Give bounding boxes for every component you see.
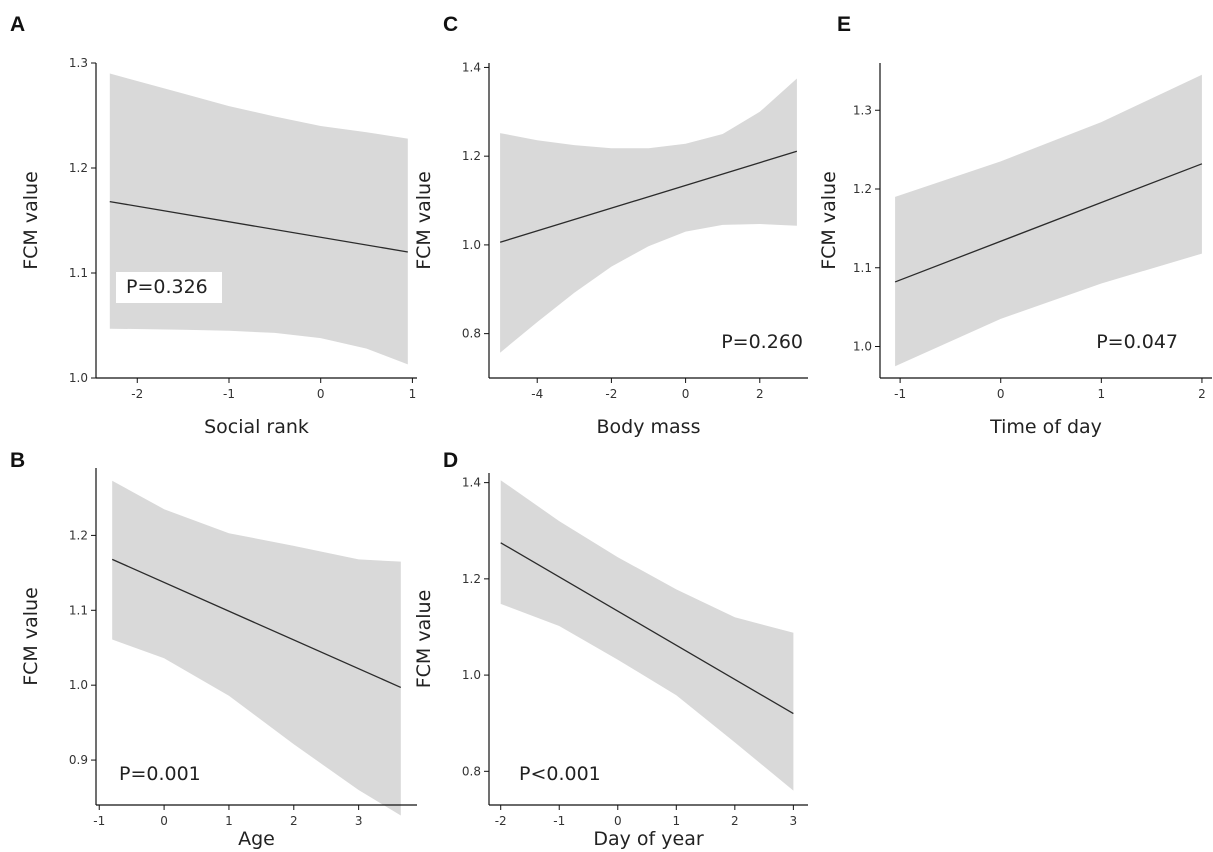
p-value-label: P<0.001	[519, 763, 601, 785]
y-tick-label: 1.0	[462, 238, 481, 252]
x-tick-label: 3	[790, 814, 798, 828]
y-axis-title: FCM value	[413, 171, 435, 270]
y-axis-title: FCM value	[413, 590, 435, 689]
x-axis-title: Time of day	[989, 416, 1102, 438]
y-tick-label: 1.1	[853, 261, 872, 275]
fit-line	[500, 542, 794, 715]
y-tick-label: 1.1	[69, 266, 88, 280]
x-tick-label: 1	[1098, 387, 1106, 401]
p-value-label: P=0.260	[721, 331, 803, 353]
y-tick-label: 0.8	[462, 764, 481, 778]
y-axis-title: FCM value	[818, 171, 840, 270]
x-axis-title: Age	[238, 828, 275, 850]
y-tick-label: 1.2	[853, 182, 872, 196]
y-axis-title: FCM value	[20, 171, 42, 270]
p-value-label: P=0.326	[126, 276, 208, 298]
fit-line	[499, 150, 798, 243]
y-tick-label: 1.2	[462, 149, 481, 163]
x-axis-title: Body mass	[597, 416, 701, 438]
p-value-box	[116, 272, 222, 303]
x-tick-label: -2	[131, 387, 143, 401]
panel-d: -2 -1 0 1 2 3 0.8 1.0 1.2 1.4 Day of year FCM value…	[413, 449, 808, 850]
y-tick-label: 1.0	[69, 371, 88, 385]
y-tick-label: 1.0	[69, 678, 88, 692]
y-tick-label: 1.4	[462, 476, 481, 490]
p-value-label: P=0.001	[119, 763, 201, 785]
x-tick-label: 2	[731, 814, 739, 828]
y-tick-label: 1.3	[69, 56, 88, 70]
x-tick-label: -1	[93, 814, 105, 828]
x-tick-label: 0	[614, 814, 622, 828]
y-tick-label: 1.0	[853, 340, 872, 354]
p-value-label: P=0.047	[1096, 331, 1178, 353]
y-tick-label: 1.0	[462, 668, 481, 682]
confidence-band	[500, 78, 797, 353]
confidence-band	[112, 480, 401, 816]
y-tick-label: 1.2	[69, 528, 88, 542]
x-tick-label: 2	[290, 814, 298, 828]
y-tick-label: 0.9	[69, 753, 88, 767]
x-tick-label: 1	[672, 814, 680, 828]
x-tick-label: -2	[605, 387, 617, 401]
panel-letter: D	[443, 449, 458, 472]
y-tick-label: 1.3	[853, 103, 872, 117]
confidence-band	[500, 480, 794, 791]
panel-b: -1 0 1 2 3 0.9 1.0 1.1 1.2 Age FCM value B P=0.001	[10, 449, 417, 850]
x-tick-label: 0	[317, 387, 325, 401]
panel-a: -2 -1 0 1 1.0 1.1 1.2 1.3 Social rank FCM value A P…	[10, 13, 417, 438]
x-tick-label: 0	[682, 387, 690, 401]
x-tick-label: 0	[997, 387, 1005, 401]
fit-line	[111, 558, 402, 689]
x-tick-label: 2	[1198, 387, 1206, 401]
panel-letter: C	[443, 13, 458, 36]
x-tick-label: -1	[223, 387, 235, 401]
x-tick-label: 1	[225, 814, 233, 828]
fit-line	[109, 200, 408, 253]
panel-letter: A	[10, 13, 25, 36]
panel-e: -1 0 1 2 1.0 1.1 1.2 1.3 Time of day FCM value E P=…	[818, 13, 1212, 438]
y-axis-title: FCM value	[20, 587, 42, 686]
x-tick-label: 1	[409, 387, 417, 401]
x-tick-label: -2	[495, 814, 507, 828]
confidence-band	[109, 73, 408, 365]
fit-line	[894, 163, 1203, 283]
panel-letter: E	[837, 13, 851, 36]
x-tick-label: 3	[355, 814, 363, 828]
x-axis-title: Social rank	[204, 416, 309, 438]
y-tick-label: 0.8	[462, 327, 481, 341]
x-tick-label: 2	[756, 387, 764, 401]
x-tick-label: -4	[531, 387, 543, 401]
y-tick-label: 1.4	[462, 60, 481, 74]
panel-c: -4 -2 0 2 0.8 1.0 1.2 1.4 Body mass FCM value C P=0…	[413, 13, 808, 438]
y-tick-label: 1.1	[69, 603, 88, 617]
y-tick-label: 1.2	[69, 161, 88, 175]
x-tick-label: -1	[553, 814, 565, 828]
y-tick-label: 1.2	[462, 572, 481, 586]
x-tick-label: 0	[160, 814, 168, 828]
confidence-band	[895, 74, 1202, 367]
x-tick-label: -1	[894, 387, 906, 401]
x-axis-title: Day of year	[593, 828, 703, 850]
panel-letter: B	[10, 449, 25, 472]
